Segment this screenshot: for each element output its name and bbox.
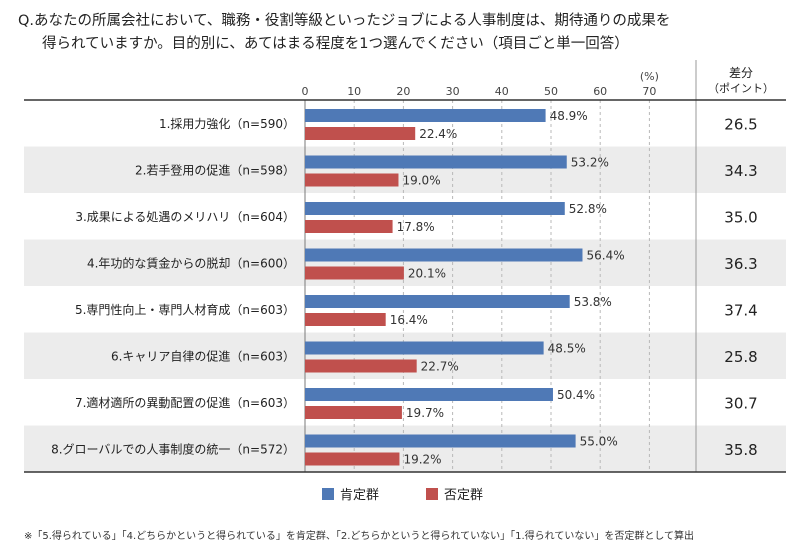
negative-bar xyxy=(305,220,393,233)
positive-bar-label: 48.5% xyxy=(548,342,586,356)
category-label: 4.年功的な賃金からの脱却（n=600） xyxy=(87,255,295,270)
category-label: 1.採用力強化（n=590） xyxy=(159,117,295,131)
positive-bar xyxy=(305,248,583,262)
chart-title: Q.あなたの所属会社において、職務・役割等級といったジョブによる人事制度は、期待… xyxy=(18,10,788,56)
positive-bar-label: 52.8% xyxy=(569,202,607,216)
category-label: 5.専門性向上・専門人材育成（n=603） xyxy=(75,302,295,317)
negative-bar xyxy=(305,266,404,280)
negative-bar xyxy=(305,313,386,326)
negative-bar-label: 22.7% xyxy=(421,360,459,374)
row-band xyxy=(24,239,786,286)
diff-value: 36.3 xyxy=(724,255,757,273)
diff-value: 35.8 xyxy=(724,441,757,459)
x-tick-label: 60 xyxy=(593,85,607,98)
diff-header-unit: （ポイント） xyxy=(708,82,774,95)
legend-swatch-positive xyxy=(322,488,334,500)
negative-bar xyxy=(305,452,400,466)
category-label: 7.適材適所の異動配置の促進（n=603） xyxy=(75,395,295,410)
category-label: 3.成果による処遇のメリハリ（n=604） xyxy=(75,210,295,224)
positive-bar xyxy=(305,155,567,169)
positive-bar xyxy=(305,388,553,401)
positive-bar xyxy=(305,109,546,122)
row-band xyxy=(24,146,786,193)
x-tick-label: 20 xyxy=(396,85,410,98)
x-tick-label: 30 xyxy=(446,85,460,98)
diff-value: 30.7 xyxy=(724,394,757,412)
positive-bar-label: 48.9% xyxy=(550,109,588,123)
chart-title-line-2: 得られていますか。目的別に、あてはまる程度を1つ選んでください（項目ごと単一回答… xyxy=(42,36,629,52)
negative-bar-label: 20.1% xyxy=(408,267,446,281)
positive-bar xyxy=(305,434,576,448)
legend-label-positive: 肯定群 xyxy=(340,488,379,503)
row-band xyxy=(24,425,786,472)
positive-bar-label: 56.4% xyxy=(586,249,624,263)
x-tick-label: 40 xyxy=(495,85,509,98)
negative-bar-label: 22.4% xyxy=(419,127,457,141)
negative-bar-label: 19.7% xyxy=(406,406,444,420)
negative-bar xyxy=(305,406,402,419)
x-axis-unit: (%) xyxy=(640,70,659,83)
diff-value: 37.4 xyxy=(724,301,757,319)
negative-bar xyxy=(305,127,416,140)
diff-value: 25.8 xyxy=(724,348,757,366)
diff-value: 35.0 xyxy=(724,208,757,226)
chart-title-line-1: Q.あなたの所属会社において、職務・役割等級といったジョブによる人事制度は、期待… xyxy=(18,13,671,29)
negative-bar xyxy=(305,359,417,373)
footnote: ※「5.得られている」「4.どちらかというと得られている」を肯定群、「2.どちら… xyxy=(24,531,695,542)
diff-value: 34.3 xyxy=(724,162,757,180)
x-tick-label: 0 xyxy=(302,85,309,98)
legend-swatch-negative xyxy=(426,488,438,500)
legend-label-negative: 否定群 xyxy=(444,488,483,503)
category-label: 2.若手登用の促進（n=598） xyxy=(135,162,295,177)
positive-bar xyxy=(305,341,544,355)
negative-bar-label: 19.2% xyxy=(403,453,441,467)
positive-bar xyxy=(305,202,565,215)
positive-bar-label: 53.2% xyxy=(571,156,609,170)
x-tick-label: 10 xyxy=(347,85,361,98)
positive-bar-label: 50.4% xyxy=(557,388,595,402)
category-label: 8.グローバルでの人事制度の統一（n=572） xyxy=(51,441,295,456)
positive-bar-label: 53.8% xyxy=(574,295,612,309)
x-tick-label: 70 xyxy=(642,85,656,98)
negative-bar-label: 19.0% xyxy=(402,174,440,188)
negative-bar xyxy=(305,173,399,187)
category-label: 6.キャリア自律の促進（n=603） xyxy=(111,349,295,363)
negative-bar-label: 16.4% xyxy=(390,313,428,327)
negative-bar-label: 17.8% xyxy=(397,220,435,234)
diff-value: 26.5 xyxy=(724,115,757,133)
positive-bar xyxy=(305,295,570,308)
positive-bar-label: 55.0% xyxy=(580,435,618,449)
diff-header-label: 差分 xyxy=(729,66,753,80)
x-tick-label: 50 xyxy=(544,85,558,98)
